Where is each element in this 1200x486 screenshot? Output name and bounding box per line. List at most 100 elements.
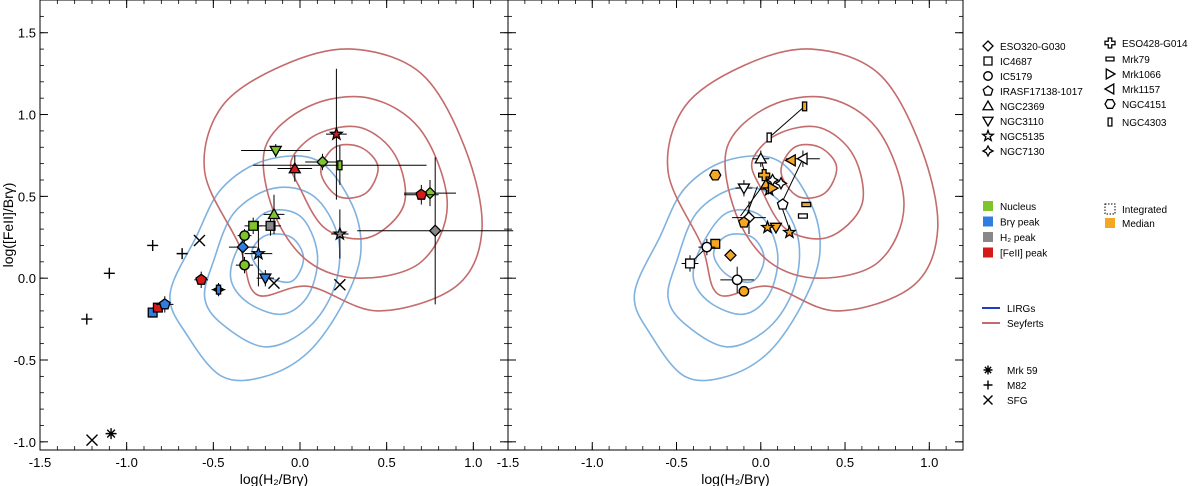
series-mrk1157 <box>784 150 820 167</box>
data-point-x <box>86 434 98 447</box>
series-irasf17138-1017 <box>737 198 789 228</box>
y-tick-label: 0.0 <box>18 271 36 286</box>
data-point-star <box>759 219 776 234</box>
data-point-star <box>328 126 344 141</box>
contour-level-2 <box>724 95 905 280</box>
series-ngc4303 <box>766 101 808 143</box>
series-irasf17138-1017 <box>156 184 439 313</box>
panel-right: -1.5 -1.0 -0.5 0.0 0.5 1.0 log(H₂/Brγ) <box>497 0 964 486</box>
series-ngc5135 <box>244 68 349 287</box>
legend-label: NGC5135 <box>1000 132 1045 143</box>
legend: ESO320-G030 IC4687 IC5179 IRASF17138-1017 NG… <box>980 37 1188 407</box>
data-point-star <box>332 226 348 241</box>
legend-label: NGC2369 <box>1000 102 1045 113</box>
series-ngc4151 <box>709 169 722 181</box>
data-point-star <box>781 224 798 239</box>
legend-label: H₂ peak <box>1000 233 1037 244</box>
x-tick-label: -0.5 <box>202 455 224 470</box>
legend-label: SFG <box>1007 396 1028 407</box>
legend-label: [FeII] peak <box>1000 249 1048 260</box>
data-point-diamond <box>236 240 250 254</box>
plot-frame <box>507 0 964 451</box>
data-point-x <box>268 277 280 290</box>
data-point-x <box>193 234 206 247</box>
x-axis-title: log(H₂/Brγ) <box>240 471 308 486</box>
data-point-triangle-down <box>269 145 283 158</box>
data-point-flat-rect <box>801 201 812 208</box>
mrk1157-legend-icon <box>1103 82 1115 96</box>
data-point-circle <box>239 259 250 271</box>
data-point-asterisk <box>105 428 117 440</box>
legend-others: Mrk 59 M82 SFG <box>983 365 1038 407</box>
data-point-square <box>265 220 276 231</box>
x-tick-label: -0.5 <box>665 455 687 470</box>
data-point-pentagon <box>158 298 171 310</box>
series-ic4687 <box>147 216 281 318</box>
series-ngc4303 <box>211 145 427 297</box>
ngc3110-legend-icon <box>981 116 995 128</box>
series-eso320-g030 <box>228 153 514 305</box>
contour-level-4 <box>319 143 379 199</box>
contour-level-1 <box>169 155 362 382</box>
data-point-triangle-down <box>737 183 751 195</box>
data-point-flat-rect <box>797 213 808 219</box>
x-axis: -1.5 -1.0 -0.5 0.0 0.5 1.0 <box>497 0 964 470</box>
link-line <box>780 158 804 205</box>
contour-level-1 <box>666 48 939 312</box>
contour-level-4 <box>712 233 765 284</box>
ngc4303-legend-icon <box>1107 117 1113 127</box>
legend-label: Seyferts <box>1007 319 1044 330</box>
legend-label: Integrated <box>1122 205 1167 216</box>
sfg-legend-icon <box>983 395 993 405</box>
data-point-square <box>248 220 259 231</box>
data-point-narrow-rect <box>337 160 343 171</box>
ngc4151-legend-icon <box>1104 99 1116 109</box>
panel-left: -1.5 -1.0 -0.5 0.0 0.5 1.0 log(H₂/Brγ) -1.0 -0.5… <box>0 0 514 486</box>
legend-label: Brγ peak <box>1000 218 1040 229</box>
contour-level-4 <box>250 233 305 284</box>
ic4687-legend-icon <box>983 56 993 66</box>
data-point-diamond <box>423 186 437 200</box>
legend-label: Nucleus <box>1000 202 1036 213</box>
data-point-triangle-up <box>267 207 281 220</box>
link-line <box>768 105 805 138</box>
legend-methods: Integrated Median <box>1104 203 1167 230</box>
legend-label: IC5179 <box>1000 72 1033 83</box>
data-point-triangle-right <box>767 181 780 195</box>
data-point-triangle-down <box>258 273 272 285</box>
x-tick-label: 0.0 <box>291 455 309 470</box>
legend-label: M82 <box>1007 381 1027 392</box>
mrk79-legend-icon <box>1105 56 1115 62</box>
y-tick-label: 0.5 <box>18 189 36 204</box>
data-point-plus <box>176 248 188 260</box>
feii-peak-swatch <box>983 247 993 258</box>
x-tick-label: -1.5 <box>497 455 519 470</box>
data-point-narrow-rect <box>766 132 772 143</box>
irasf17138-1017-legend-icon <box>982 85 994 96</box>
data-point-plus <box>81 313 93 325</box>
integrated-swatch <box>1104 203 1116 215</box>
mrk1066-legend-icon <box>1105 67 1117 81</box>
eso428-g014-legend-icon <box>1104 37 1116 49</box>
series-sfg <box>86 234 346 447</box>
nucleus-swatch <box>983 201 993 211</box>
contour-level-3 <box>289 125 407 240</box>
contour-level-2 <box>262 95 449 280</box>
series-ngc3110 <box>241 144 311 287</box>
x-tick-label: 0.5 <box>378 455 396 470</box>
data-point-hexagon <box>709 169 722 181</box>
x-tick-label: 0.5 <box>836 455 854 470</box>
data-point-star4 <box>774 176 788 191</box>
h-peak-swatch <box>983 232 993 242</box>
legend-regions: Nucleus Brγ peak H₂ peak [FeII] peak <box>983 201 1048 260</box>
data-point-pentagon <box>195 273 208 285</box>
legend-galaxies-col2: ESO428-G014 Mrk79 Mrk1066 Mrk1157 NGC4151 NGC… <box>1103 37 1188 129</box>
data-point-plus <box>147 239 159 251</box>
median-swatch <box>1105 218 1115 228</box>
contour-level-3 <box>229 208 319 316</box>
x-tick-label: 0.0 <box>752 455 770 470</box>
legend-label: NGC4303 <box>1122 118 1167 129</box>
data-point-circle <box>239 230 250 242</box>
contour-lirgs <box>169 155 362 382</box>
